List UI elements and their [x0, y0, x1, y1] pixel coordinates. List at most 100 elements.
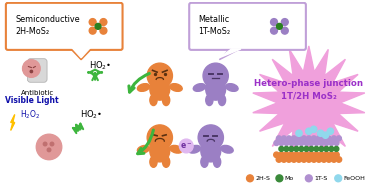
- Circle shape: [322, 132, 328, 138]
- Text: H$_2$O$_2$: H$_2$O$_2$: [20, 108, 40, 121]
- Circle shape: [89, 27, 96, 34]
- Polygon shape: [71, 47, 91, 58]
- Circle shape: [334, 146, 339, 151]
- Circle shape: [324, 141, 329, 146]
- Ellipse shape: [226, 84, 238, 91]
- Circle shape: [329, 141, 334, 146]
- Text: Metallic: Metallic: [198, 15, 229, 24]
- Circle shape: [284, 141, 289, 146]
- Circle shape: [289, 141, 294, 146]
- Circle shape: [299, 146, 304, 151]
- Circle shape: [284, 146, 289, 151]
- Circle shape: [326, 157, 332, 162]
- Text: 1T/2H MoS₂: 1T/2H MoS₂: [281, 91, 337, 101]
- Circle shape: [335, 175, 342, 182]
- Circle shape: [147, 125, 172, 150]
- Circle shape: [309, 141, 314, 146]
- Ellipse shape: [201, 156, 208, 167]
- Circle shape: [294, 152, 299, 158]
- Ellipse shape: [150, 95, 157, 105]
- Text: HO$_2$•: HO$_2$•: [80, 108, 103, 121]
- Circle shape: [95, 23, 101, 29]
- Circle shape: [336, 136, 341, 141]
- Polygon shape: [70, 48, 92, 60]
- Circle shape: [334, 152, 339, 158]
- Circle shape: [294, 146, 299, 151]
- Circle shape: [289, 146, 294, 151]
- Circle shape: [47, 148, 51, 152]
- Circle shape: [276, 23, 282, 29]
- Circle shape: [291, 157, 297, 162]
- Circle shape: [281, 19, 288, 26]
- Circle shape: [314, 146, 319, 151]
- Circle shape: [299, 152, 304, 158]
- Circle shape: [286, 136, 291, 141]
- Circle shape: [319, 152, 324, 158]
- Ellipse shape: [162, 95, 170, 105]
- Circle shape: [30, 70, 33, 73]
- Polygon shape: [253, 46, 365, 160]
- Circle shape: [302, 136, 306, 141]
- Circle shape: [329, 152, 334, 158]
- Circle shape: [319, 146, 324, 151]
- Circle shape: [89, 19, 96, 26]
- Circle shape: [289, 152, 294, 158]
- Ellipse shape: [170, 84, 182, 91]
- Circle shape: [246, 175, 254, 182]
- Circle shape: [296, 130, 302, 136]
- Circle shape: [324, 146, 329, 151]
- Polygon shape: [11, 115, 15, 130]
- Ellipse shape: [206, 78, 226, 100]
- Ellipse shape: [150, 78, 170, 100]
- Ellipse shape: [193, 84, 206, 91]
- Circle shape: [279, 152, 284, 158]
- Circle shape: [179, 139, 193, 153]
- Circle shape: [327, 128, 333, 134]
- Ellipse shape: [218, 95, 226, 105]
- Circle shape: [301, 157, 307, 162]
- Circle shape: [306, 128, 312, 134]
- Text: Mo: Mo: [285, 176, 294, 181]
- Circle shape: [100, 27, 107, 34]
- Ellipse shape: [137, 145, 150, 153]
- Ellipse shape: [150, 140, 170, 162]
- Circle shape: [276, 157, 282, 162]
- Ellipse shape: [206, 95, 213, 105]
- Circle shape: [311, 157, 316, 162]
- Text: 1T-S: 1T-S: [314, 176, 327, 181]
- Circle shape: [271, 19, 278, 26]
- Circle shape: [321, 157, 327, 162]
- Circle shape: [318, 130, 324, 136]
- Text: Hetero-phase junction: Hetero-phase junction: [254, 79, 363, 88]
- Text: 2H-S: 2H-S: [255, 176, 270, 181]
- Circle shape: [50, 142, 54, 146]
- Circle shape: [304, 146, 309, 151]
- Circle shape: [305, 175, 312, 182]
- Circle shape: [279, 146, 284, 151]
- Ellipse shape: [188, 145, 201, 153]
- Circle shape: [310, 126, 317, 132]
- Circle shape: [22, 60, 40, 77]
- Circle shape: [309, 152, 314, 158]
- Circle shape: [198, 125, 223, 150]
- Circle shape: [281, 157, 286, 162]
- Ellipse shape: [137, 84, 150, 91]
- Circle shape: [329, 146, 334, 151]
- Ellipse shape: [162, 156, 170, 167]
- Circle shape: [297, 136, 302, 141]
- Circle shape: [316, 157, 322, 162]
- Circle shape: [299, 141, 304, 146]
- Circle shape: [312, 136, 316, 141]
- Circle shape: [276, 136, 281, 141]
- Circle shape: [336, 157, 342, 162]
- Text: Antibiotic: Antibiotic: [21, 90, 54, 96]
- FancyBboxPatch shape: [6, 3, 123, 50]
- Circle shape: [332, 136, 336, 141]
- Ellipse shape: [213, 156, 221, 167]
- Circle shape: [304, 152, 309, 158]
- Circle shape: [316, 136, 321, 141]
- Ellipse shape: [221, 145, 233, 153]
- Circle shape: [306, 157, 312, 162]
- Circle shape: [334, 141, 339, 146]
- Circle shape: [309, 146, 314, 151]
